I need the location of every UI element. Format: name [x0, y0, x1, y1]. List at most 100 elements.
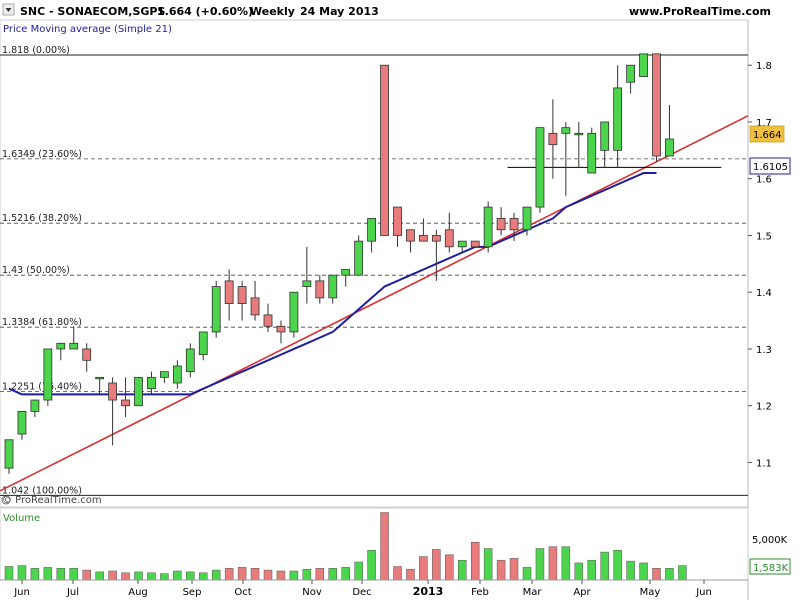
volume-bar: [30, 568, 40, 581]
candle: [626, 64, 635, 94]
candle: [548, 99, 558, 179]
candle: [95, 376, 105, 395]
candle: [198, 331, 208, 361]
candle-body-up: [561, 127, 571, 134]
time-tick-label: 2013: [413, 585, 444, 598]
candle-body-up: [4, 439, 14, 469]
volume-bar: [160, 573, 169, 581]
candle: [69, 326, 79, 350]
volume-bar: [574, 562, 584, 581]
header-bar: [0, 0, 800, 20]
candle: [263, 303, 273, 332]
candle: [639, 53, 648, 77]
candle-body-up: [600, 121, 610, 151]
candle: [406, 229, 415, 253]
volume-bar: [108, 570, 117, 581]
volume-bar: [639, 562, 648, 581]
time-tick-label: Feb: [471, 587, 489, 598]
time-tick-label: Sep: [183, 587, 202, 598]
candle-body-down: [250, 297, 260, 316]
fib-level-label: 1.5216 (38.20%): [2, 213, 82, 224]
volume-bar: [406, 568, 415, 581]
last-price-badge-text: 1.664: [753, 130, 782, 141]
volume-bars: [4, 512, 687, 581]
candle: [211, 280, 221, 338]
volume-bar: [224, 568, 234, 581]
price-tick-label: 1.1: [756, 458, 772, 469]
volume-bar: [341, 567, 350, 581]
candle: [108, 377, 117, 446]
candle: [315, 275, 325, 304]
volume-bar: [237, 567, 247, 581]
candle: [418, 218, 428, 242]
volume-bar: [626, 560, 635, 581]
volume-bar: [147, 572, 156, 581]
trendline: [0, 115, 749, 492]
time-tick-label: Oct: [234, 587, 251, 598]
volume-bar: [613, 550, 622, 581]
volume-bar: [587, 559, 596, 581]
candle-body-down: [652, 53, 661, 157]
candle-body-down: [82, 348, 92, 361]
candle-body-up: [457, 240, 467, 248]
volume-bar: [561, 546, 571, 581]
candle: [509, 212, 519, 242]
price-tick-label: 1.7: [756, 118, 772, 129]
candle: [587, 127, 597, 174]
price-tick-label: 1.8: [756, 61, 772, 72]
volume-bar: [315, 568, 325, 581]
candle: [17, 410, 27, 440]
candle-body-up: [95, 376, 105, 380]
candle-body-up: [354, 240, 364, 276]
period-label: Weekly: [250, 5, 295, 18]
candle-body-down: [121, 399, 130, 407]
candle: [185, 343, 195, 378]
candle: [328, 274, 338, 304]
volume-bar: [186, 571, 195, 581]
candle-body-down: [237, 286, 247, 304]
candle: [159, 371, 169, 384]
time-tick-label: May: [640, 587, 661, 598]
candle-body-down: [509, 218, 519, 231]
candle: [121, 377, 130, 418]
candle: [30, 399, 40, 418]
candle-body-up: [302, 280, 312, 287]
chart-menu-icon[interactable]: [2, 3, 15, 16]
candle-body-up: [613, 87, 623, 151]
volume-bar: [419, 556, 428, 581]
candle-body-up: [159, 371, 169, 378]
volume-bar: [121, 572, 130, 581]
price-axis: 1.1 1.2 1.3 1.4 1.5 1.6 1.7 1.8: [748, 61, 772, 469]
candle: [431, 229, 441, 281]
fib-level-label: 1.6349 (23.60%): [2, 149, 82, 160]
candle-body-up: [522, 206, 532, 231]
candle-body-up: [341, 269, 351, 276]
volume-badge-text: 1,583K: [753, 563, 789, 574]
volume-bar: [173, 570, 182, 581]
candle-body-up: [587, 132, 597, 174]
candle-body-up: [639, 53, 648, 77]
candle-body-down: [418, 235, 428, 242]
date-label: 24 May 2013: [300, 5, 379, 18]
volume-bar: [665, 568, 674, 581]
candle-body-up: [535, 127, 545, 208]
candle: [147, 371, 156, 395]
candle-body-up: [367, 218, 377, 242]
volume-bar: [393, 566, 402, 581]
volume-bar: [199, 572, 208, 581]
candle-body-up: [626, 64, 635, 83]
volume-bar: [4, 566, 14, 581]
candle-body-down: [108, 382, 117, 401]
time-tick-label: Jul: [66, 587, 79, 598]
candle: [393, 206, 402, 247]
candle: [302, 246, 312, 304]
fib-level-label: 1.042 (100.00%): [2, 485, 82, 496]
candle-body-up: [56, 342, 66, 350]
candle: [250, 280, 260, 321]
candle-body-up: [134, 376, 143, 407]
candle-body-up: [30, 399, 40, 412]
price-tick-label: 1.3: [756, 345, 772, 356]
time-tick-label: Jun: [695, 587, 712, 598]
candle: [134, 376, 143, 407]
